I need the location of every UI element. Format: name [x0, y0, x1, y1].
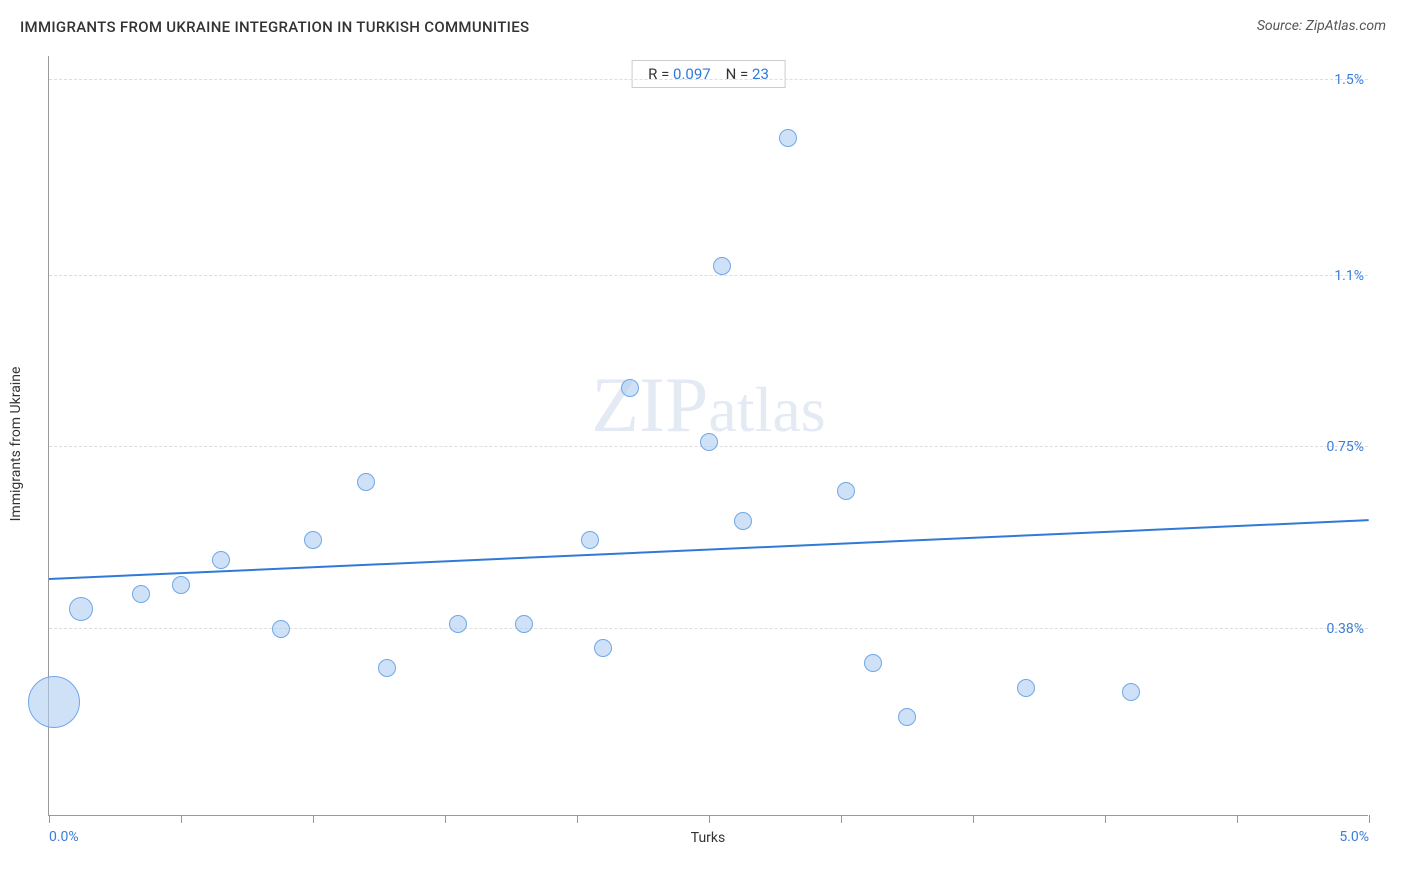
data-point: [700, 433, 718, 451]
data-point: [621, 379, 639, 397]
data-point: [594, 639, 612, 657]
chart-source: Source: ZipAtlas.com: [1257, 18, 1386, 34]
x-tick: [841, 815, 842, 823]
data-point: [864, 654, 882, 672]
chart-title: IMMIGRANTS FROM UKRAINE INTEGRATION IN T…: [20, 18, 529, 36]
data-point: [212, 551, 230, 569]
y-axis-title: Immigrants from Ukraine: [8, 367, 24, 522]
x-tick: [577, 815, 578, 823]
data-point: [132, 585, 150, 603]
x-tick: [49, 815, 50, 823]
y-tick-label: 1.1%: [1334, 268, 1372, 284]
y-tick-label: 0.75%: [1326, 439, 1372, 455]
data-point: [449, 615, 467, 633]
x-tick: [1369, 815, 1370, 823]
chart-container: ZIPatlas R = 0.097 N = 23 0.38%0.75%1.1%…: [48, 56, 1368, 816]
data-point: [1122, 683, 1140, 701]
plot-area: ZIPatlas R = 0.097 N = 23 0.38%0.75%1.1%…: [48, 56, 1368, 816]
x-tick: [1237, 815, 1238, 823]
stats-r-value: 0.097: [673, 65, 711, 83]
gridline: [49, 275, 1368, 276]
data-point: [28, 676, 80, 728]
watermark-small: atlas: [708, 374, 825, 445]
watermark-big: ZIP: [591, 361, 708, 448]
stats-n-value: 23: [752, 65, 769, 83]
data-point: [1017, 679, 1035, 697]
data-point: [272, 620, 290, 638]
data-point: [515, 615, 533, 633]
x-tick-label: 0.0%: [49, 829, 79, 845]
y-tick-label: 0.38%: [1326, 621, 1372, 637]
x-tick: [709, 815, 710, 823]
data-point: [172, 576, 190, 594]
data-point: [779, 129, 797, 147]
x-tick: [1105, 815, 1106, 823]
data-point: [378, 659, 396, 677]
y-tick-label: 1.5%: [1334, 72, 1372, 88]
x-tick: [181, 815, 182, 823]
data-point: [581, 531, 599, 549]
gridline: [49, 79, 1368, 80]
x-axis-title: Turks: [691, 830, 726, 846]
trendline: [49, 519, 1369, 580]
x-tick: [973, 815, 974, 823]
x-tick: [445, 815, 446, 823]
data-point: [713, 257, 731, 275]
data-point: [69, 597, 93, 621]
x-tick-label: 5.0%: [1339, 829, 1369, 845]
data-point: [734, 512, 752, 530]
stats-n-label: N =: [726, 65, 749, 83]
data-point: [357, 473, 375, 491]
data-point: [837, 482, 855, 500]
stats-box: R = 0.097 N = 23: [631, 60, 786, 88]
x-tick: [313, 815, 314, 823]
gridline: [49, 628, 1368, 629]
data-point: [304, 531, 322, 549]
stats-r-label: R =: [648, 65, 669, 83]
data-point: [898, 708, 916, 726]
